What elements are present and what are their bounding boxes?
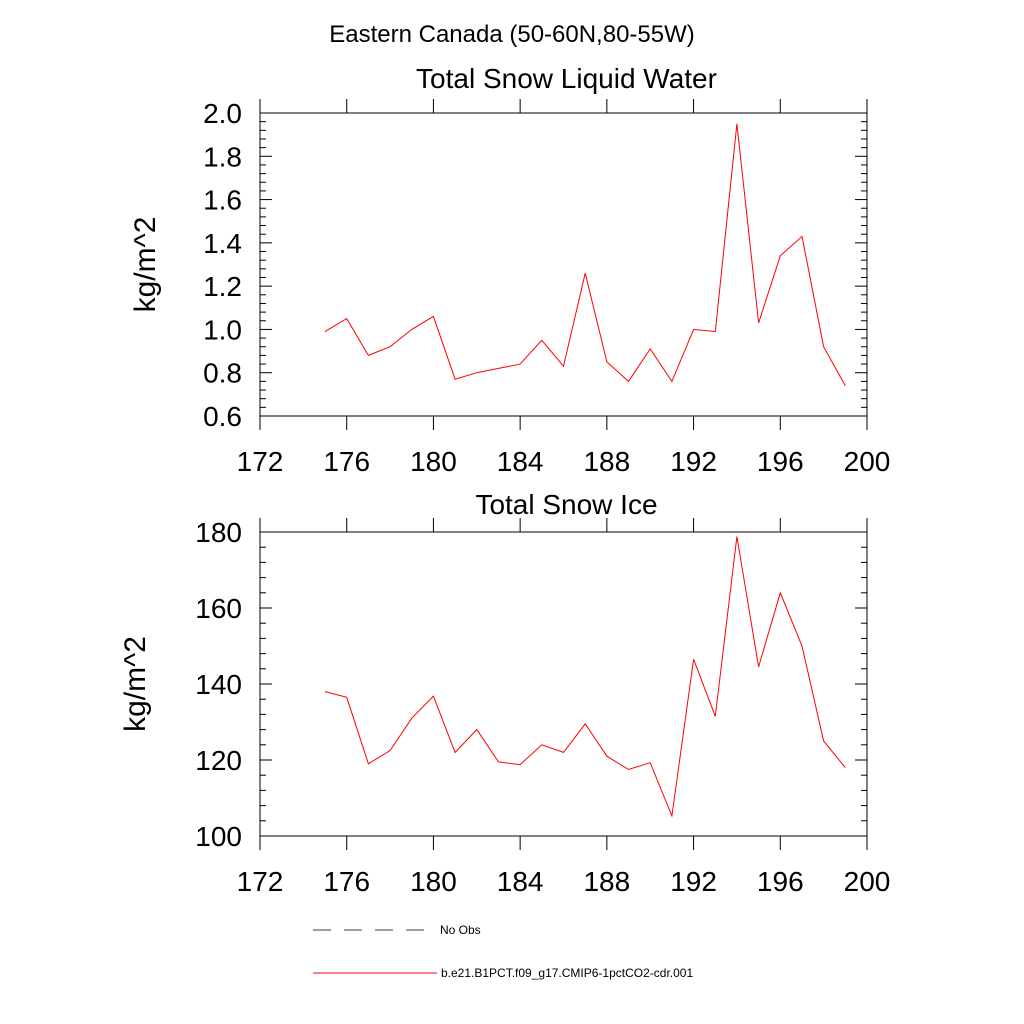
x-tick-label: 184: [497, 866, 544, 897]
series-line: [324, 123, 846, 386]
plot-frame: [259, 112, 868, 417]
x-tick-label: 188: [583, 866, 630, 897]
x-tick-label: 196: [757, 866, 804, 897]
legend-item: b.e21.B1PCT.f09_g17.CMIP6-1pctCO2-cdr.00…: [313, 966, 693, 980]
x-tick-label: 192: [670, 446, 717, 477]
y-tick-label: 140: [195, 669, 242, 700]
y-axis-label: kg/m^2: [119, 636, 152, 732]
panel-title: Total Snow Liquid Water: [416, 63, 717, 94]
chart-panels: Total Snow Liquid Water kg/m^2 172 176 180 18…: [119, 63, 890, 897]
legend-label: No Obs: [440, 923, 481, 937]
y-tick-label: 1.6: [203, 185, 242, 216]
x-tick-label: 200: [844, 446, 891, 477]
y-tick-label: 0.8: [203, 358, 242, 389]
x-tick-label: 172: [237, 866, 284, 897]
chart-panel-1: Total Snow Liquid Water kg/m^2 172 176 180 18…: [129, 63, 890, 477]
legend-label: b.e21.B1PCT.f09_g17.CMIP6-1pctCO2-cdr.00…: [441, 966, 693, 980]
panel-title: Total Snow Ice: [475, 489, 657, 520]
legend: No Obs b.e21.B1PCT.f09_g17.CMIP6-1pctCO2-…: [313, 923, 693, 980]
y-axis-label: kg/m^2: [129, 217, 162, 313]
legend-item: No Obs: [313, 923, 481, 937]
y-tick-label: 1.2: [203, 271, 242, 302]
series-line: [324, 536, 846, 818]
x-tick-label: 192: [670, 866, 717, 897]
y-tick-label: 160: [195, 593, 242, 624]
x-tick-label: 172: [237, 446, 284, 477]
x-tick-label: 196: [757, 446, 804, 477]
figure-suptitle: Eastern Canada (50-60N,80-55W): [329, 21, 695, 48]
y-tick-label: 2.0: [203, 98, 242, 129]
x-tick-label: 200: [844, 866, 891, 897]
y-tick-label: 100: [195, 821, 242, 852]
x-tick-label: 176: [323, 866, 370, 897]
chart-panel-2: Total Snow Ice kg/m^2 172 176 180 184 188 192 19…: [119, 489, 890, 897]
x-tick-label: 180: [410, 866, 457, 897]
y-tick-label: 180: [195, 517, 242, 548]
y-tick-label: 1.8: [203, 141, 242, 172]
y-tick-label: 1.4: [203, 228, 242, 259]
x-tick-label: 176: [323, 446, 370, 477]
x-tick-label: 184: [497, 446, 544, 477]
y-tick-label: 0.6: [203, 401, 242, 432]
x-tick-label: 180: [410, 446, 457, 477]
x-tick-label: 188: [583, 446, 630, 477]
plot-frame: [259, 531, 868, 837]
y-tick-label: 120: [195, 745, 242, 776]
y-tick-label: 1.0: [203, 314, 242, 345]
